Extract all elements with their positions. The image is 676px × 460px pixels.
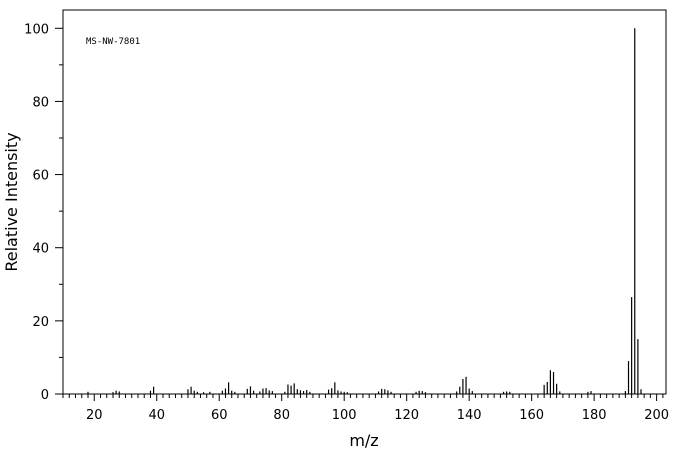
x-tick-label: 100 — [332, 408, 357, 423]
peak-bars — [87, 28, 642, 394]
x-tick-label: 180 — [582, 408, 607, 423]
y-tick-label: 20 — [32, 315, 49, 330]
y-axis-ticks: 0 20 40 60 80 100 — [24, 22, 63, 403]
x-tick-label: 200 — [644, 408, 669, 423]
y-tick-label: 100 — [24, 22, 49, 37]
x-tick-label: 80 — [273, 408, 290, 423]
y-axis-title: Relative Intensity — [2, 132, 21, 271]
y-tick-label: 80 — [32, 95, 49, 110]
x-tick-label: 40 — [148, 408, 165, 423]
y-tick-label: 60 — [32, 169, 49, 184]
x-tick-label: 20 — [86, 408, 103, 423]
x-tick-label: 60 — [211, 408, 228, 423]
x-axis-ticks: 20 40 60 80 100 120 140 160 180 200 — [62, 394, 669, 423]
x-tick-label: 140 — [457, 408, 482, 423]
x-tick-label: 120 — [394, 408, 419, 423]
x-axis-title: m/z — [349, 431, 378, 450]
x-tick-label: 160 — [519, 408, 544, 423]
plot-frame — [62, 9, 667, 395]
y-tick-label: 0 — [41, 388, 49, 403]
y-tick-label: 40 — [32, 242, 49, 257]
spectrum-id-annotation: MS-NW-7801 — [86, 37, 140, 47]
